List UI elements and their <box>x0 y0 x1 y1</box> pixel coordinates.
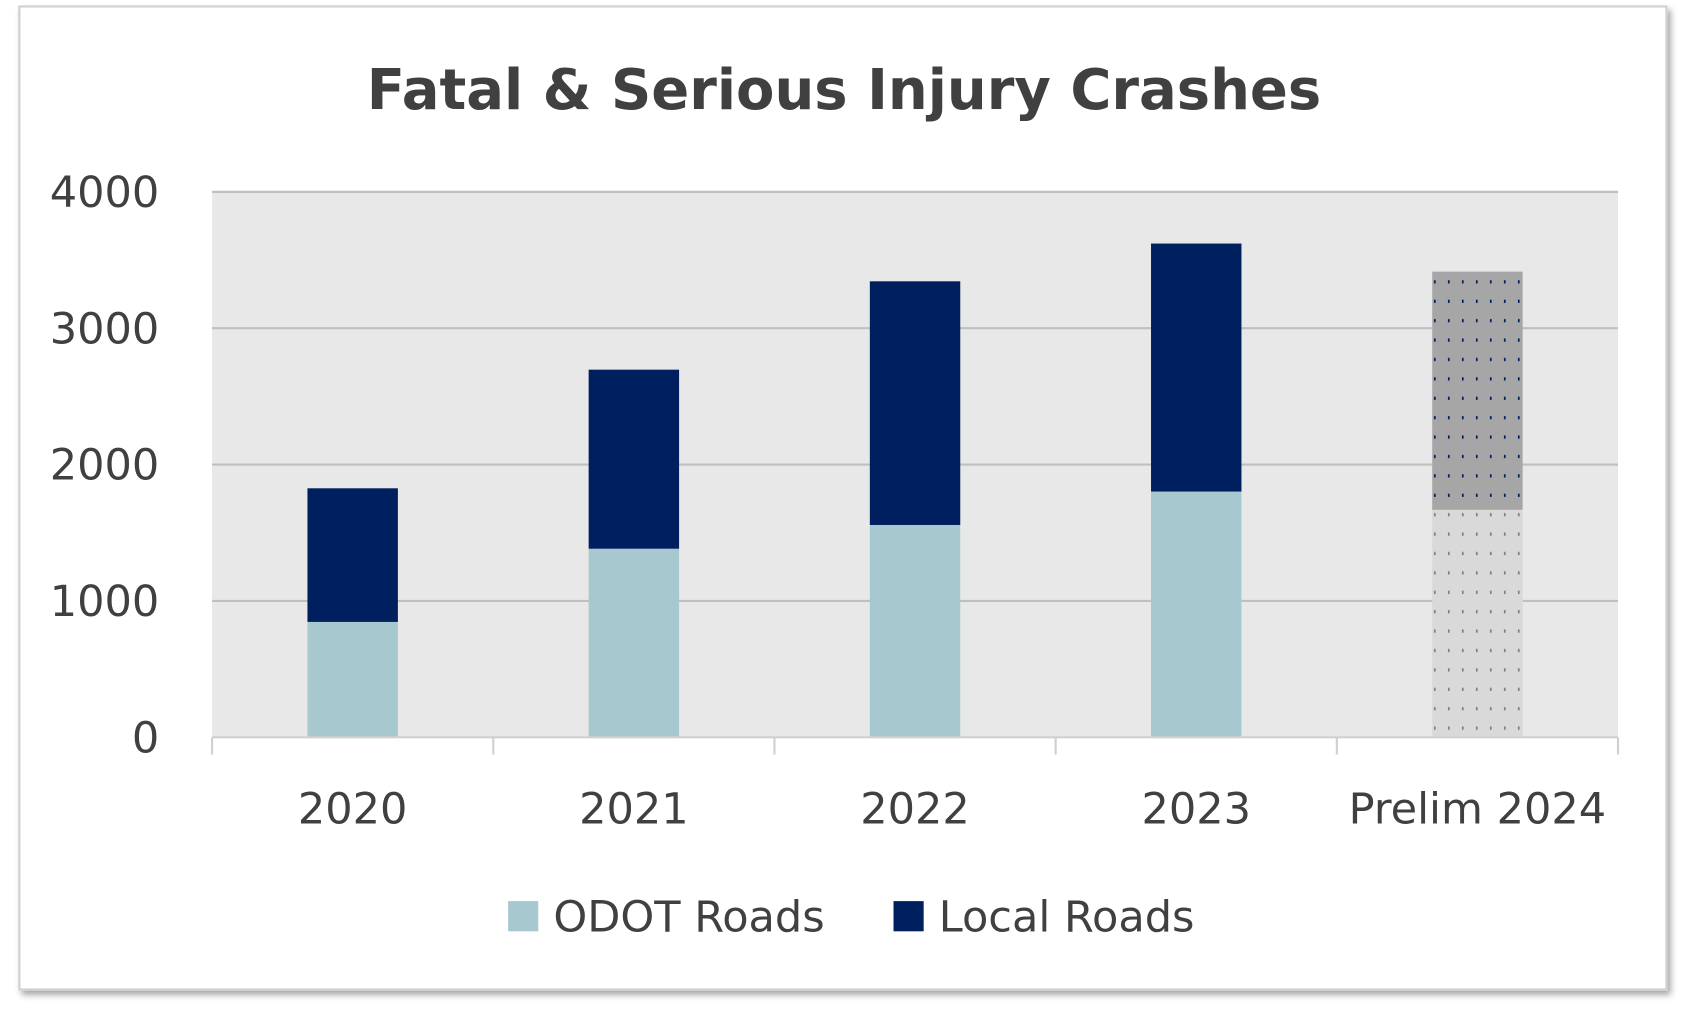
chart-title: Fatal & Serious Injury Crashes <box>367 58 1321 123</box>
bar-local-roads-2022 <box>869 281 961 525</box>
bar-odot-roads-prelim-2024 <box>1432 509 1523 738</box>
x-tick-label: 2021 <box>579 784 689 834</box>
bar-odot-roads-2020 <box>307 621 398 738</box>
bar-local-roads-prelim-2024 <box>1432 271 1523 510</box>
bar-local-roads-2021 <box>588 369 680 549</box>
x-tick-label: 2023 <box>1141 784 1251 834</box>
legend-label: Local Roads <box>939 892 1195 942</box>
y-tick-label: 4000 <box>50 168 160 218</box>
bar-odot-roads-2022 <box>869 524 961 738</box>
y-tick-label: 0 <box>132 713 159 763</box>
x-tick-label: Prelim 2024 <box>1349 784 1607 834</box>
bar-local-roads-2020 <box>307 488 398 622</box>
legend-swatch-odot-roads <box>508 901 539 932</box>
bar-local-roads-2023 <box>1151 243 1242 492</box>
y-tick-label: 1000 <box>50 577 160 627</box>
bar-odot-roads-2023 <box>1151 491 1242 738</box>
y-tick-label: 3000 <box>50 304 160 354</box>
legend-swatch-local-roads <box>893 901 924 932</box>
legend-label: ODOT Roads <box>553 892 824 942</box>
x-tick-label: 2020 <box>298 784 408 834</box>
bar-odot-roads-2021 <box>588 548 680 738</box>
x-tick-label: 2022 <box>860 784 970 834</box>
y-tick-label: 2000 <box>50 441 160 491</box>
